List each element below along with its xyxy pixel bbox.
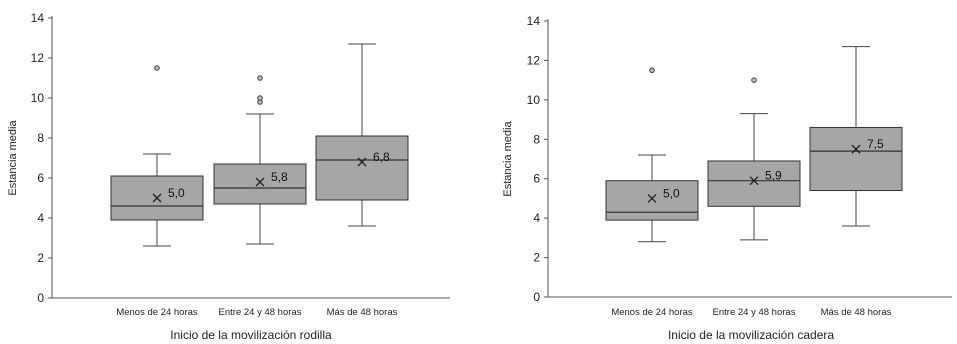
chart-cadera-y-tick-label: 2: [533, 251, 540, 265]
chart-rodilla-mean-marker: [152, 193, 162, 203]
chart-rodilla-box: [315, 135, 409, 201]
chart-rodilla-y-tick-label: 0: [37, 291, 44, 305]
chart-rodilla-box: [213, 163, 307, 205]
chart-cadera-mean-label: 5,0: [663, 186, 680, 200]
chart-cadera-y-tick-label: 10: [527, 93, 541, 107]
chart-cadera-y-axis-title: Estancia media: [502, 121, 514, 197]
chart-rodilla-y-tick-label: 8: [37, 131, 44, 145]
chart-rodilla-y-tick-label: 4: [37, 211, 44, 225]
chart-rodilla-mean-marker: [255, 177, 265, 187]
chart-cadera-y-tick-label: 12: [527, 53, 541, 67]
chart-cadera-y-tick-label: 0: [533, 290, 540, 304]
chart-cadera-box: [605, 180, 699, 221]
chart-cadera-outlier-point: [751, 77, 757, 83]
chart-cadera-box: [809, 126, 903, 192]
chart-rodilla-outlier-point: [154, 65, 160, 71]
chart-rodilla-x-axis-title: Inicio de la movilización rodilla: [170, 328, 332, 342]
chart-rodilla-y-tick-label: 6: [37, 171, 44, 185]
chart-cadera-category-label: Más de 48 horas: [821, 307, 892, 318]
chart-rodilla-category-label: Más de 48 horas: [327, 307, 398, 318]
chart-rodilla-mean-label: 6,8: [373, 150, 390, 164]
chart-rodilla-mean-label: 5,8: [271, 170, 288, 184]
chart-rodilla-y-tick-label: 14: [31, 11, 45, 25]
chart-cadera-category-label: Entre 24 y 48 horas: [713, 307, 796, 318]
chart-cadera-outlier-point: [649, 67, 655, 74]
chart-cadera-y-tick-label: 4: [533, 211, 540, 225]
chart-cadera-mean-marker: [647, 193, 657, 203]
chart-rodilla-outlier-point: [257, 95, 263, 101]
chart-cadera-category-label: Menos de 24 horas: [611, 307, 693, 318]
chart-cadera-y-tick-label: 14: [527, 14, 541, 28]
chart-rodilla-y-axis-title: Estancia media: [7, 120, 19, 196]
chart-rodilla-outlier-point: [257, 75, 263, 81]
chart-cadera-mean-marker: [851, 144, 861, 154]
chart-cadera-y-tick-label: 6: [533, 172, 540, 186]
chart-rodilla-mean-label: 5,0: [168, 186, 185, 200]
chart-rodilla-y-tick-label: 10: [31, 91, 45, 105]
chart-cadera-mean-label: 5,9: [765, 169, 782, 183]
chart-rodilla-y-tick-label: 12: [31, 51, 45, 65]
chart-cadera-mean-marker: [749, 176, 759, 186]
chart-cadera-mean-label: 7,5: [867, 137, 884, 151]
chart-rodilla-category-label: Menos de 24 horas: [116, 307, 198, 318]
chart-rodilla-y-tick-label: 2: [37, 251, 44, 265]
chart-cadera-y-tick-label: 8: [533, 132, 540, 146]
chart-cadera-box: [707, 160, 801, 207]
chart-rodilla-mean-marker: [357, 157, 367, 167]
chart-rodilla-category-label: Entre 24 y 48 horas: [219, 307, 302, 318]
chart-cadera-x-axis-title: Inicio de la movilización cadera: [668, 328, 834, 342]
